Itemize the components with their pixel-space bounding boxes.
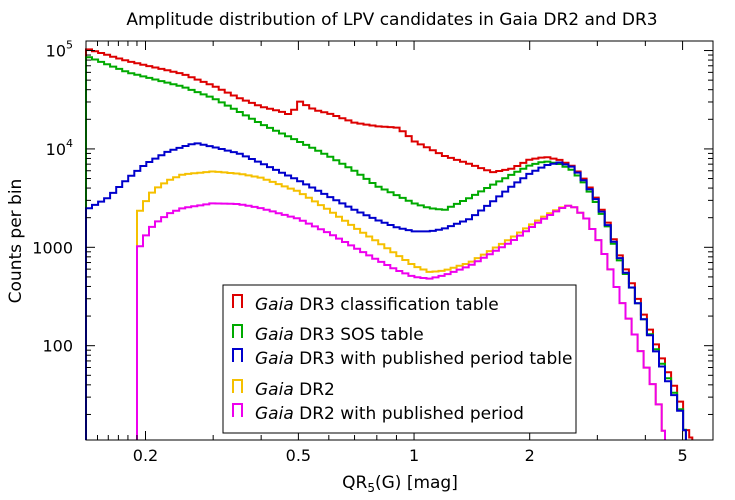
y-tick-label: 100	[42, 337, 73, 356]
legend-label-4: Gaia DR2	[255, 380, 335, 400]
y-axis-label: Counts per bin	[6, 179, 26, 304]
x-tick-label: 0.2	[133, 446, 158, 465]
y-tick-label: 1000	[32, 238, 73, 257]
x-axis-label: QR5(G) [mag]	[342, 473, 458, 495]
series-layer	[85, 48, 694, 440]
legend-label-2: Gaia DR3 SOS table	[255, 325, 424, 345]
legend-swatch-3	[232, 348, 243, 362]
series-line-3	[85, 142, 687, 440]
x-tick-label: 1	[409, 446, 419, 465]
series-line-5	[136, 202, 666, 440]
legend-swatch-5	[232, 403, 243, 417]
legend-swatch-2	[232, 324, 243, 338]
series-line-2	[85, 56, 687, 440]
legend-swatch-4	[232, 379, 243, 393]
y-tick-label: 105	[46, 39, 73, 61]
legend-label-5: Gaia DR2 with published period	[255, 404, 524, 424]
legend-box	[222, 284, 577, 434]
x-tick-label: 2	[525, 446, 535, 465]
y-tick-label: 104	[46, 137, 73, 159]
chart-title: Amplitude distribution of LPV candidates…	[126, 10, 657, 30]
x-tick-label: 0.5	[286, 446, 311, 465]
legend-swatch-1	[232, 294, 243, 308]
legend-label-3: Gaia DR3 with published period table	[255, 349, 572, 369]
x-tick-label: 5	[677, 446, 687, 465]
legend-label-1: Gaia DR3 classification table	[255, 295, 499, 315]
legend: Gaia DR3 classification table Gaia DR3 SO…	[222, 284, 577, 434]
axis-layer: 0.2 0.5 1 2 5 105 104 1000 100	[32, 39, 713, 465]
plot-frame	[85, 40, 714, 441]
